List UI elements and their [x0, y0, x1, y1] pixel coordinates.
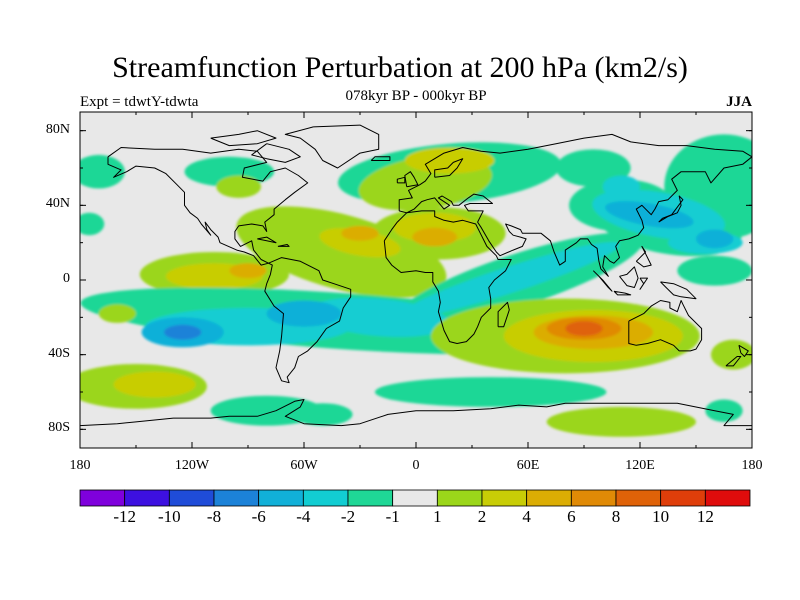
colorbar-swatch	[79, 489, 126, 507]
contour-region	[164, 324, 202, 340]
lon-tick-label: 180	[741, 458, 763, 473]
contour-region	[98, 304, 136, 323]
coastline	[658, 195, 684, 223]
contour-region	[319, 227, 401, 258]
coastline	[725, 356, 742, 367]
lat-tick-label: 0	[63, 271, 70, 286]
coastline	[398, 133, 752, 277]
coastline	[277, 244, 290, 247]
colorbar-label: -4	[296, 507, 311, 526]
coastline	[434, 158, 464, 178]
coastline	[639, 277, 648, 290]
coastline	[592, 270, 613, 292]
coastline	[370, 156, 391, 161]
coastline	[257, 236, 277, 244]
colorbar-swatch	[526, 489, 572, 507]
colorbar-label: 12	[696, 507, 714, 526]
colorbar-swatch	[704, 489, 751, 507]
coastline	[396, 176, 406, 184]
lon-tick-label: 0	[412, 458, 420, 473]
contour-region	[80, 212, 105, 236]
lon-tick-label: 180	[69, 458, 91, 473]
coastline	[660, 281, 697, 300]
contour-region	[705, 399, 743, 422]
coastline-layer	[80, 124, 752, 427]
lat-tick-label: 80N	[45, 121, 70, 137]
experiment-label: Expt = tdwtY-tdwta	[80, 94, 199, 110]
coastline	[738, 344, 749, 357]
colorbar-label: 10	[652, 507, 670, 526]
contour-region	[292, 403, 353, 426]
contour-region	[266, 300, 342, 327]
colorbar-label: 2	[477, 507, 487, 526]
colorbar-swatch	[168, 489, 215, 507]
colorbar-swatch	[124, 489, 170, 507]
colorbar-swatch	[302, 489, 349, 507]
contour-region	[602, 175, 640, 198]
colorbar-label: -2	[340, 507, 356, 526]
contour-region	[696, 229, 734, 249]
coastline	[635, 245, 652, 268]
colorbar-label: 6	[567, 507, 576, 526]
lon-tick-label: 120E	[625, 458, 655, 473]
chart-subtitle: 078kyr BP - 000kyr BP	[345, 88, 487, 104]
contour-fill-layer	[80, 134, 752, 437]
contour-region	[565, 321, 603, 336]
lat-tick-label: 80S	[48, 420, 70, 436]
colorbar-swatch	[660, 489, 706, 507]
chart-title: Streamfunction Perturbation at 200 hPa (…	[112, 51, 688, 84]
season-label: JJA	[726, 94, 752, 110]
contour-region	[216, 175, 262, 198]
coastline	[264, 257, 352, 384]
coastline	[497, 301, 510, 328]
lon-tick-label: 60W	[290, 458, 318, 473]
colorbar-swatch	[258, 489, 304, 507]
colorbar-swatch	[436, 489, 483, 507]
contour-region	[546, 406, 696, 437]
contour-region	[80, 154, 125, 189]
coastline	[619, 266, 639, 288]
contour-region	[412, 227, 458, 247]
colorbar-label: -1	[385, 507, 400, 526]
coastline	[210, 130, 277, 147]
coastline	[251, 143, 301, 163]
contour-region	[236, 206, 447, 298]
colorbar-label: -12	[113, 507, 136, 526]
axis-ticks	[79, 112, 753, 448]
lon-tick-label: 120W	[174, 458, 210, 473]
colorbar-label: -6	[251, 507, 266, 526]
coastline	[80, 399, 752, 427]
coastline	[383, 210, 512, 344]
contour-region	[399, 242, 620, 318]
coastline	[628, 300, 703, 352]
contour-region	[677, 255, 752, 286]
colorbar-label: 1	[433, 507, 442, 526]
colorbar-label: -10	[157, 507, 181, 526]
contour-region	[113, 371, 196, 398]
lat-tick-label: 40S	[48, 345, 70, 361]
contour-region	[341, 225, 379, 241]
lat-tick-label: 40N	[45, 196, 70, 212]
colorbar	[79, 489, 751, 507]
colorbar-label: 4	[522, 507, 531, 526]
colorbar-label: 8	[611, 507, 621, 526]
colorbar-swatch	[347, 489, 394, 507]
coastline	[613, 290, 632, 296]
contour-region	[605, 201, 694, 229]
coastline	[284, 124, 380, 169]
colorbar-label: -8	[206, 507, 222, 526]
contour-region	[229, 263, 267, 279]
colorbar-swatch	[392, 489, 438, 507]
colorbar-swatch	[481, 489, 528, 507]
colorbar-swatch	[615, 489, 662, 507]
contour-region	[374, 377, 607, 407]
coastline	[107, 147, 309, 266]
colorbar-swatch	[213, 489, 260, 507]
colorbar-swatch	[570, 489, 617, 507]
lon-tick-label: 60E	[516, 458, 540, 473]
